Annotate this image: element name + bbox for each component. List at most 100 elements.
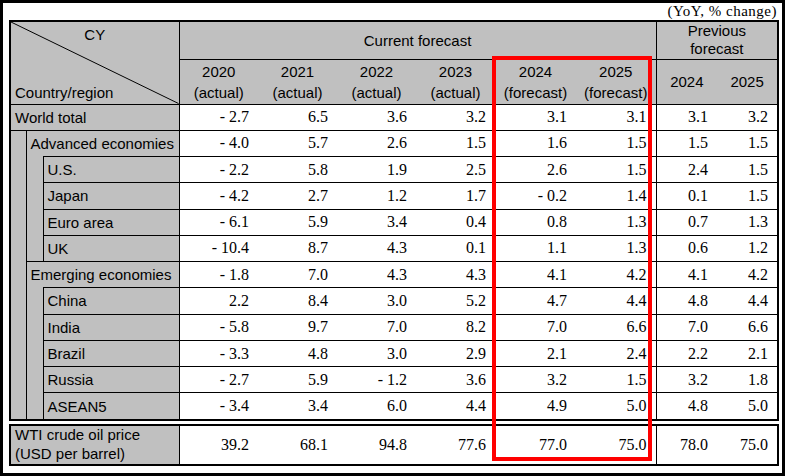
- value-cell: 4.1: [656, 262, 717, 288]
- table-row-russia: Russia - 2.7 5.9 - 1.2 3.6 3.2 1.5 3.2 1…: [10, 367, 778, 393]
- forecast-table: CY Country/region Current forecast Previ…: [9, 20, 779, 421]
- value-cell: 75.0: [576, 425, 656, 465]
- previous-forecast-group-header: Previous forecast: [656, 21, 778, 59]
- value-cell: 5.9: [258, 367, 337, 393]
- value-cell: 4.8: [656, 393, 717, 420]
- value-cell: 39.2: [179, 425, 258, 465]
- table-row-us: U.S. - 2.2 5.8 1.9 2.5 2.6 1.5 2.4 1.5: [10, 157, 778, 183]
- value-cell: 0.1: [416, 235, 495, 261]
- wti-table: WTI crude oil price (USD per barrel) 39.…: [9, 424, 779, 466]
- value-cell: 0.7: [656, 209, 717, 235]
- row-label: UK: [43, 235, 179, 261]
- value-cell: 75.0: [717, 425, 778, 465]
- col-header-2023-actual: 2023(actual): [416, 59, 495, 104]
- value-cell: 8.2: [416, 314, 495, 340]
- value-cell: 1.5: [576, 130, 656, 156]
- value-cell: 2.6: [495, 157, 576, 183]
- table-row-euro-area: Euro area - 6.1 5.9 3.4 0.4 0.8 1.3 0.7 …: [10, 209, 778, 235]
- value-cell: 2.7: [258, 183, 337, 209]
- row-label: Advanced economies: [26, 130, 179, 156]
- value-cell: 3.6: [337, 104, 416, 130]
- value-cell: - 5.8: [179, 314, 258, 340]
- previous-forecast-line1: Previous: [657, 22, 778, 40]
- value-cell: - 0.2: [495, 183, 576, 209]
- row-label: Euro area: [43, 209, 179, 235]
- value-cell: - 2.7: [179, 104, 258, 130]
- value-cell: 1.5: [717, 183, 778, 209]
- value-cell: 7.0: [258, 262, 337, 288]
- indent-strip: [26, 157, 43, 262]
- value-cell: - 1.8: [179, 262, 258, 288]
- row-label: U.S.: [43, 157, 179, 183]
- row-label: Russia: [43, 367, 179, 393]
- value-cell: 4.2: [576, 262, 656, 288]
- value-cell: 3.2: [717, 104, 778, 130]
- value-cell: 1.5: [416, 130, 495, 156]
- value-cell: 5.2: [416, 288, 495, 314]
- value-cell: - 4.2: [179, 183, 258, 209]
- row-label: Brazil: [43, 340, 179, 366]
- col-header-2022-actual: 2022(actual): [337, 59, 416, 104]
- value-cell: 7.0: [656, 314, 717, 340]
- yoy-unit-note: (YoY, % change): [668, 3, 777, 20]
- value-cell: 5.7: [258, 130, 337, 156]
- value-cell: 4.4: [576, 288, 656, 314]
- value-cell: - 1.2: [337, 367, 416, 393]
- value-cell: 7.0: [337, 314, 416, 340]
- header-group-row: CY Country/region Current forecast Previ…: [10, 21, 778, 59]
- value-cell: 8.7: [258, 235, 337, 261]
- value-cell: 1.5: [717, 130, 778, 156]
- value-cell: 4.8: [656, 288, 717, 314]
- value-cell: - 3.3: [179, 340, 258, 366]
- value-cell: 4.3: [337, 262, 416, 288]
- table-row-advanced-economies: Advanced economies - 4.0 5.7 2.6 1.5 1.6…: [10, 130, 778, 156]
- col-header-prev-2025: 2025: [717, 59, 778, 104]
- value-cell: 1.3: [576, 235, 656, 261]
- value-cell: 2.6: [337, 130, 416, 156]
- row-label: ASEAN5: [43, 393, 179, 420]
- row-label: China: [43, 288, 179, 314]
- value-cell: 77.6: [416, 425, 495, 465]
- value-cell: 1.8: [717, 367, 778, 393]
- value-cell: 1.6: [495, 130, 576, 156]
- value-cell: 2.4: [656, 157, 717, 183]
- table-row-wti: WTI crude oil price (USD per barrel) 39.…: [10, 425, 778, 465]
- value-cell: 4.7: [495, 288, 576, 314]
- value-cell: 78.0: [656, 425, 717, 465]
- value-cell: 5.8: [258, 157, 337, 183]
- value-cell: 4.4: [416, 393, 495, 420]
- col-header-2021-actual: 2021(actual): [258, 59, 337, 104]
- value-cell: 2.1: [717, 340, 778, 366]
- value-cell: - 4.0: [179, 130, 258, 156]
- value-cell: 8.4: [258, 288, 337, 314]
- row-label: India: [43, 314, 179, 340]
- value-cell: 3.2: [416, 104, 495, 130]
- value-cell: 5.0: [717, 393, 778, 420]
- value-cell: 0.6: [656, 235, 717, 261]
- table-row-uk: UK - 10.4 8.7 4.3 0.1 1.1 1.3 0.6 1.2: [10, 235, 778, 261]
- table-row-india: India - 5.8 9.7 7.0 8.2 7.0 6.6 7.0 6.6: [10, 314, 778, 340]
- value-cell: 4.3: [416, 262, 495, 288]
- previous-forecast-line2: forecast: [657, 40, 778, 58]
- value-cell: 1.5: [656, 130, 717, 156]
- value-cell: 3.6: [416, 367, 495, 393]
- value-cell: 4.2: [717, 262, 778, 288]
- value-cell: 3.1: [495, 104, 576, 130]
- value-cell: 0.4: [416, 209, 495, 235]
- col-header-2020-actual: 2020(actual): [179, 59, 258, 104]
- row-label: Emerging economies: [26, 262, 179, 288]
- value-cell: 68.1: [258, 425, 337, 465]
- value-cell: 6.6: [717, 314, 778, 340]
- value-cell: 0.1: [656, 183, 717, 209]
- value-cell: 94.8: [337, 425, 416, 465]
- value-cell: 1.9: [337, 157, 416, 183]
- value-cell: 3.1: [656, 104, 717, 130]
- value-cell: 1.4: [576, 183, 656, 209]
- value-cell: 4.4: [717, 288, 778, 314]
- table-row-emerging-economies: Emerging economies - 1.8 7.0 4.3 4.3 4.1…: [10, 262, 778, 288]
- value-cell: 1.5: [576, 157, 656, 183]
- value-cell: 2.5: [416, 157, 495, 183]
- value-cell: 4.9: [495, 393, 576, 420]
- value-cell: 6.5: [258, 104, 337, 130]
- value-cell: 2.2: [179, 288, 258, 314]
